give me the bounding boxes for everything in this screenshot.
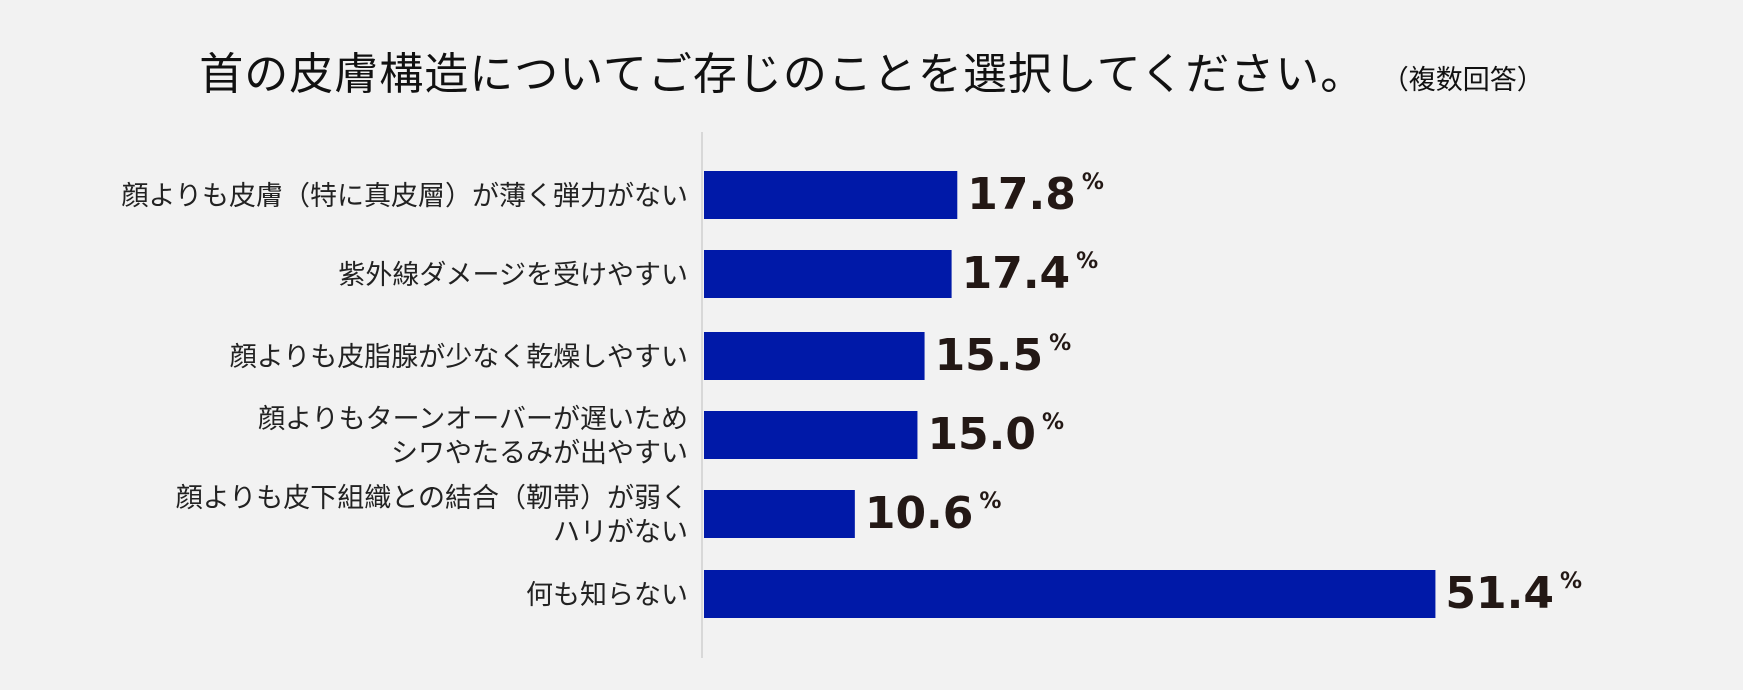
value-unit-5: % <box>1560 569 1582 594</box>
category-label-0-0: 顔よりも皮膚（特に真皮層）が薄く弾力がない <box>122 181 688 212</box>
value-unit-3: % <box>1042 410 1064 435</box>
bar-4 <box>704 490 855 538</box>
chart-title-block: 首の皮膚構造についてご存じのことを選択してください。 （複数回答） <box>0 38 1743 102</box>
bar-0 <box>704 171 958 219</box>
value-label-3: 15.0 <box>927 409 1036 460</box>
category-label-1-0: 紫外線ダメージを受けやすい <box>338 260 688 291</box>
category-label-5-0: 何も知らない <box>526 580 688 611</box>
bars-group: 顔よりも皮膚（特に真皮層）が薄く弾力がない 17.8 % 紫外線ダメージを受けやすい 1… <box>122 169 1583 619</box>
value-label-1: 17.4 <box>962 248 1071 299</box>
value-unit-4: % <box>979 489 1001 514</box>
value-unit-1: % <box>1076 249 1098 274</box>
category-label-4-1: ハリがない <box>553 517 688 548</box>
chart-title: 首の皮膚構造についてご存じのことを選択してください。 <box>199 49 1366 100</box>
value-label-0: 17.8 <box>967 169 1076 220</box>
bar-2 <box>704 332 925 380</box>
bar-5 <box>704 570 1436 618</box>
bar-1 <box>704 250 952 298</box>
category-label-3-0: 顔よりもターンオーバーが遅いため <box>258 404 688 435</box>
category-label-2-0: 顔よりも皮脂腺が少なく乾燥しやすい <box>230 342 688 373</box>
value-label-4: 10.6 <box>865 488 974 539</box>
category-label-4-0: 顔よりも皮下組織との結合（靭帯）が弱く <box>176 483 688 514</box>
bar-3 <box>704 411 918 459</box>
value-label-5: 51.4 <box>1445 568 1554 619</box>
chart-subtitle: （複数回答） <box>1395 65 1544 96</box>
category-label-3-1: シワやたるみが出やすい <box>391 438 688 469</box>
value-unit-0: % <box>1082 170 1104 195</box>
value-unit-2: % <box>1049 331 1071 356</box>
value-label-2: 15.5 <box>935 330 1044 381</box>
